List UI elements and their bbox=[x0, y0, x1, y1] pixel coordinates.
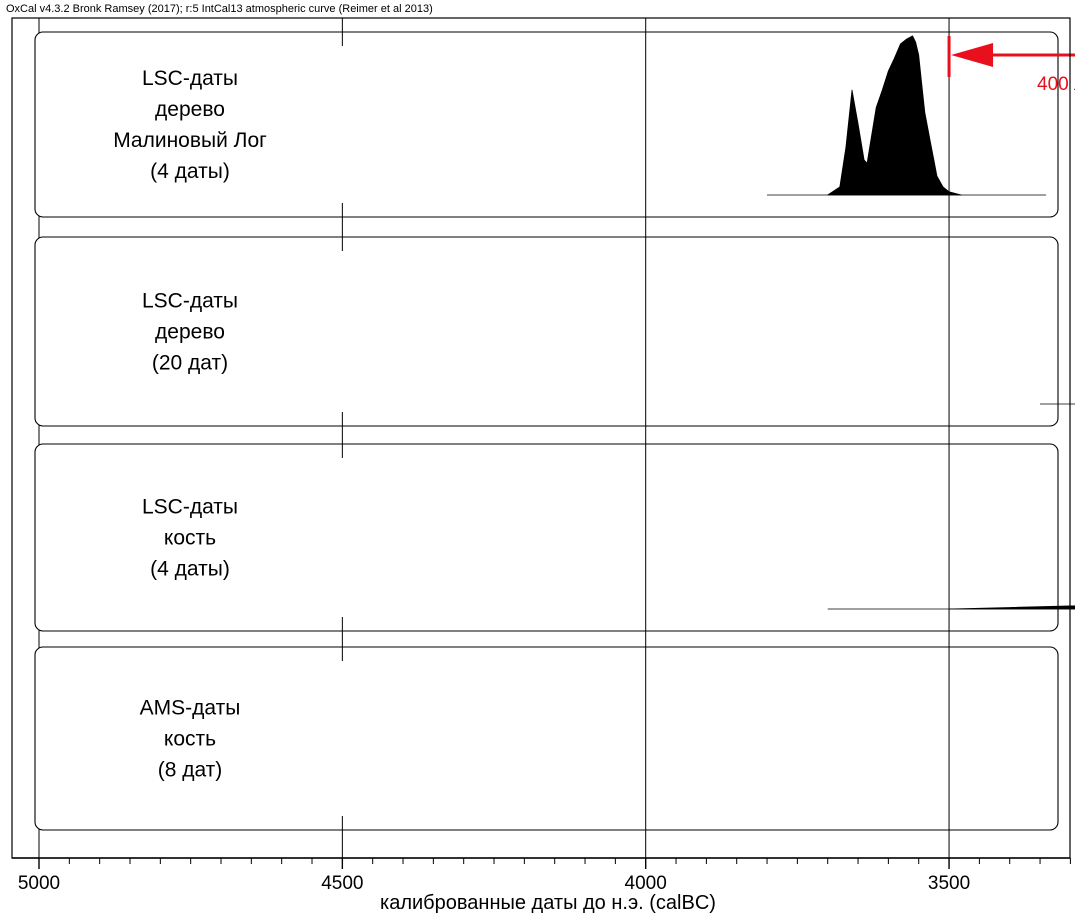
tick-label: 4000 bbox=[625, 873, 667, 894]
panel-label-line: (8 дат) bbox=[158, 759, 223, 782]
panel-label-line: кость bbox=[164, 527, 216, 550]
tick-label: 4500 bbox=[321, 873, 363, 894]
panel-label-line: LSC-даты bbox=[142, 496, 238, 519]
panel-1: LSC-даты дерево Малиновый Лог (4 даты) bbox=[34, 31, 1059, 218]
panel-label-line: AMS-даты bbox=[140, 697, 241, 720]
panel-label-line: LSC-даты bbox=[142, 67, 238, 90]
panel-2: LSC-даты дерево (20 дат) bbox=[34, 236, 1075, 427]
panel-label-line: кость bbox=[164, 728, 216, 751]
panel-3: LSC-даты кость (4 даты) bbox=[34, 443, 1075, 632]
x-axis: 5000450040003500300025002000 bbox=[12, 857, 1071, 894]
tick-label: 3500 bbox=[928, 873, 970, 894]
panel-label-line: дерево bbox=[155, 98, 225, 121]
panel-4: AMS-даты кость (8 дат) bbox=[34, 646, 1059, 831]
panel-label-line: (4 даты) bbox=[150, 558, 230, 581]
arrow-head-left bbox=[951, 43, 994, 67]
distribution-area bbox=[948, 605, 1075, 610]
panel-box bbox=[34, 443, 1059, 632]
panel-box bbox=[34, 236, 1059, 427]
plot-frame bbox=[11, 17, 1071, 859]
x-axis-title: калиброванные даты до н.э. (calBC) bbox=[380, 892, 716, 914]
annotation-label: 400 лет bbox=[1037, 74, 1075, 95]
panel-label-line: дерево bbox=[155, 321, 225, 344]
panel-label-line: Малиновый Лог bbox=[113, 129, 267, 152]
panel-label-line: (20 дат) bbox=[152, 352, 228, 375]
distribution-area bbox=[827, 35, 962, 196]
tick-label: 5000 bbox=[18, 873, 60, 894]
panel-label-line: LSC-даты bbox=[142, 290, 238, 313]
panel-box bbox=[34, 31, 1059, 218]
oxcal-header: OxCal v4.3.2 Bronk Ramsey (2017); r:5 In… bbox=[6, 3, 433, 15]
panel-label-line: (4 даты) bbox=[150, 160, 230, 183]
panel-box bbox=[34, 646, 1059, 831]
